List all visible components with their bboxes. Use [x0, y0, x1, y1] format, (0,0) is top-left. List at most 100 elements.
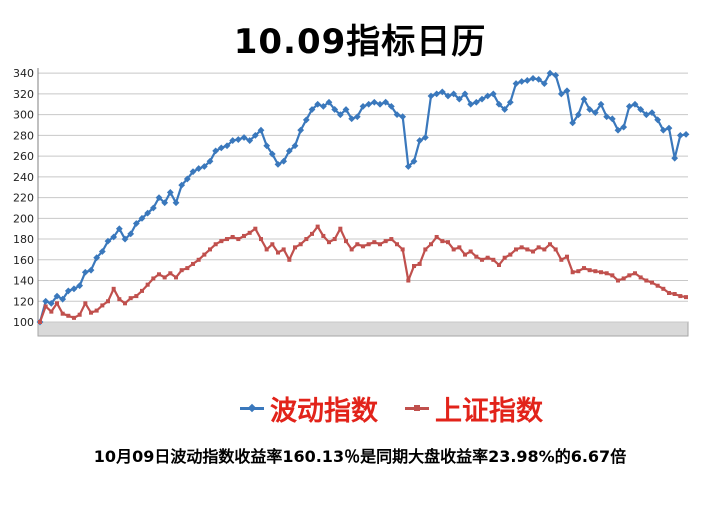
data-point	[327, 240, 331, 245]
legend-swatch-red	[405, 404, 429, 411]
data-point	[434, 234, 439, 239]
data-point	[321, 233, 326, 238]
data-point	[633, 271, 637, 276]
data-point	[416, 137, 424, 144]
y-tick-label: 260	[13, 150, 34, 163]
data-point	[319, 103, 327, 110]
data-point	[404, 163, 412, 170]
y-tick-label: 160	[13, 254, 34, 267]
data-point	[115, 225, 123, 233]
data-point	[332, 237, 337, 242]
y-tick-label: 180	[13, 233, 34, 246]
data-point	[225, 237, 229, 242]
data-point	[608, 115, 616, 123]
data-point	[191, 261, 195, 266]
data-point	[121, 235, 129, 243]
data-point	[172, 199, 180, 207]
data-point	[60, 311, 65, 316]
data-point	[217, 144, 225, 152]
legend-swatch-blue	[240, 403, 264, 412]
plot-frame	[37, 321, 689, 337]
data-point	[287, 257, 292, 262]
data-point	[110, 233, 118, 241]
data-point	[529, 74, 537, 82]
data-point	[412, 264, 416, 269]
data-point	[111, 286, 116, 291]
data-point	[455, 95, 463, 103]
data-point	[536, 245, 541, 250]
data-point	[178, 181, 186, 189]
data-point	[489, 90, 497, 98]
data-point	[599, 270, 603, 275]
data-point	[106, 299, 110, 304]
data-point	[446, 240, 450, 245]
legend-item-series-1: 波动指数	[240, 388, 378, 428]
data-point	[123, 301, 127, 306]
data-point	[315, 224, 320, 229]
data-point	[638, 275, 643, 280]
footnote: 10月09日波动指数收益率160.13％是同期大盘收益率23.98%的6.67倍	[93, 447, 627, 466]
data-point	[104, 237, 112, 245]
series-line-2	[38, 225, 687, 323]
data-point	[128, 296, 133, 301]
data-point	[370, 98, 378, 106]
data-point	[259, 237, 263, 242]
data-point	[463, 252, 467, 257]
data-point	[94, 308, 99, 313]
data-point	[338, 226, 343, 231]
data-point	[661, 286, 666, 291]
data-point	[672, 292, 677, 297]
data-point	[38, 320, 42, 324]
y-tick-label: 200	[13, 212, 34, 225]
data-point	[247, 230, 252, 235]
data-point	[433, 90, 441, 98]
data-point	[304, 237, 309, 242]
data-point	[274, 161, 282, 168]
diamond-marker-icon	[247, 403, 257, 412]
data-point	[365, 100, 373, 108]
data-point	[298, 242, 303, 247]
data-point	[582, 266, 586, 271]
data-point	[620, 123, 628, 131]
data-point	[219, 239, 224, 244]
data-point	[410, 157, 418, 165]
data-point	[378, 242, 382, 247]
data-point	[196, 257, 201, 262]
data-point	[614, 126, 622, 134]
data-point	[349, 247, 354, 252]
data-point	[132, 220, 140, 227]
data-point	[400, 247, 405, 252]
data-point	[166, 189, 174, 196]
data-point	[145, 282, 150, 287]
data-point	[495, 100, 503, 108]
data-point	[336, 111, 344, 119]
data-point	[682, 130, 690, 138]
data-point	[42, 297, 50, 305]
y-tick-label: 140	[13, 275, 34, 288]
y-tick-label: 340	[13, 67, 34, 80]
data-point	[87, 266, 95, 274]
data-point	[372, 240, 377, 245]
data-point	[531, 249, 535, 254]
legend: 波动指数 上证指数	[240, 388, 560, 428]
data-point	[144, 209, 152, 217]
data-point	[497, 262, 501, 267]
data-point	[525, 247, 530, 252]
data-point	[684, 295, 688, 300]
data-point	[621, 276, 626, 281]
data-point	[76, 282, 84, 290]
legend-item-series-2: 上证指数	[405, 388, 543, 428]
data-point	[43, 304, 48, 309]
legend-label-series-2: 上证指数	[435, 395, 543, 427]
data-point	[229, 137, 237, 144]
data-point	[616, 278, 620, 283]
data-point	[208, 247, 212, 252]
data-point	[223, 142, 231, 150]
data-point	[195, 165, 203, 172]
data-point	[429, 242, 433, 247]
data-point	[485, 255, 490, 260]
data-point	[276, 250, 280, 255]
square-marker-icon	[414, 404, 420, 411]
data-point	[570, 270, 575, 275]
